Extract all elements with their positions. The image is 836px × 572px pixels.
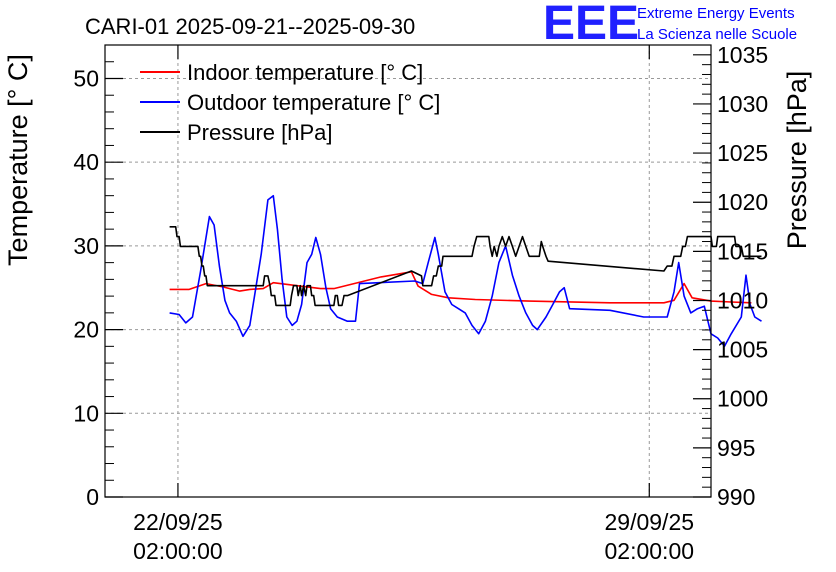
x-tick-time: 02:00:00: [605, 538, 695, 564]
y2-tick-label: 1015: [717, 238, 768, 264]
logo-line1: Extreme Energy Events: [637, 5, 795, 22]
chart-title: CARI-01 2025-09-21--2025-09-30: [85, 14, 415, 39]
y2-axis-label: Pressure [hPa]: [782, 71, 812, 250]
y-tick-label: 30: [73, 233, 99, 259]
eee-logo: EEE Extreme Energy Events La Scienza nel…: [543, 0, 797, 50]
x-tick-date: 29/09/25: [605, 509, 695, 535]
y2-tick-label: 1005: [717, 337, 768, 363]
ticks: [105, 45, 711, 498]
grid: [105, 45, 711, 497]
pressure-line: [169, 226, 762, 307]
y-tick-label: 50: [73, 65, 99, 91]
logo-line2: La Scienza nelle Scuole: [637, 26, 797, 43]
y2-tick-label: 1020: [717, 189, 768, 215]
y2-tick-label: 1030: [717, 91, 768, 117]
outdoor-temperature-line: [169, 194, 762, 348]
y2-tick-label: 1035: [717, 42, 768, 68]
y-axis-label: Temperature [° C]: [3, 54, 33, 266]
x-tick-time: 02:00:00: [133, 538, 223, 564]
y2-tick-label: 990: [717, 484, 755, 510]
y2-tick-label: 1000: [717, 386, 768, 412]
series-group: [169, 194, 762, 348]
legend-entry: Outdoor temperature [° C]: [187, 90, 440, 115]
y-tick-label: 0: [86, 484, 99, 510]
logo-text: EEE: [543, 0, 639, 50]
x-tick-date: 22/09/25: [133, 509, 223, 535]
y2-tick-label: 995: [717, 435, 755, 461]
y-tick-label: 20: [73, 317, 99, 343]
tick-labels: 0102030405099099510001005101010151020102…: [73, 42, 768, 564]
indoor-temperature-line: [169, 270, 752, 304]
legend-entry: Pressure [hPa]: [187, 120, 333, 145]
legend-entry: Indoor temperature [° C]: [187, 60, 423, 85]
y-tick-label: 10: [73, 400, 99, 426]
y2-tick-label: 1010: [717, 287, 768, 313]
legend: Indoor temperature [° C] Outdoor temperat…: [140, 60, 440, 145]
y-tick-label: 40: [73, 149, 99, 175]
y2-tick-label: 1025: [717, 140, 768, 166]
